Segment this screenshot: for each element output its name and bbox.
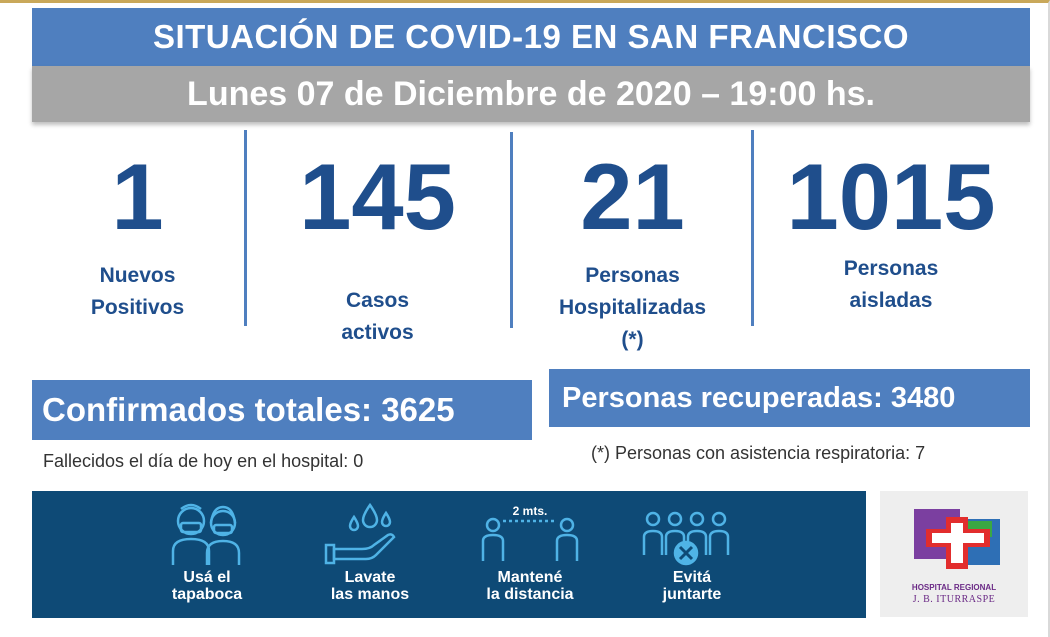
tip-label-line: Lavate — [344, 569, 396, 586]
hospital-cross-logo-icon — [914, 509, 1000, 569]
tip-mask: Usá el tapaboca — [127, 491, 287, 618]
isolated-count: 1015 — [786, 144, 996, 249]
label-line: Personas — [843, 257, 939, 280]
hand-washing-icon — [324, 502, 396, 565]
tip-label: Evitá juntarte — [612, 569, 772, 603]
tip-label: Usá el tapaboca — [127, 569, 287, 603]
column-divider — [244, 130, 247, 326]
isolated-label: Personas aisladas — [756, 253, 1026, 317]
label-line: Hospitalizadas — [558, 296, 707, 319]
label-line: aisladas — [849, 289, 933, 312]
distance-icon: 2 mts. — [481, 504, 579, 561]
tip-label: Lavate las manos — [290, 569, 450, 603]
label-line: Personas — [585, 264, 680, 287]
hospital-logo: HOSPITAL REGIONAL J. B. ITURRASPE — [880, 491, 1028, 617]
label-line: Positivos — [90, 296, 185, 319]
mask-people-icon — [171, 503, 241, 565]
deaths-note: Fallecidos el día de hoy en el hospital:… — [43, 451, 364, 471]
column-divider — [751, 130, 754, 326]
recovered-total-text: Personas recuperadas: 3480 — [562, 381, 956, 414]
label-line: Nuevos — [99, 264, 176, 287]
confirmed-total-box: Confirmados totales: 3625 — [32, 380, 532, 440]
tip-label-line: juntarte — [662, 586, 722, 603]
label-line: Casos — [345, 289, 410, 312]
tip-distance: 2 mts. Mantené la distancia — [450, 491, 610, 618]
hospitalized-count: 21 — [580, 144, 685, 249]
respiratory-note: (*) Personas con asistencia respiratoria… — [591, 443, 926, 463]
tip-no-gathering: Evitá juntarte — [612, 491, 772, 618]
tip-label-line: tapaboca — [171, 586, 243, 603]
tip-label-line: Usá el — [183, 569, 231, 586]
crowd-forbidden-icon — [642, 511, 730, 566]
label-line: (*) — [621, 328, 644, 351]
label-line: activos — [341, 321, 414, 344]
column-divider — [510, 132, 513, 328]
new-positives-count: 1 — [111, 144, 164, 249]
recovered-total-box: Personas recuperadas: 3480 — [549, 369, 1030, 427]
active-cases-label: Casos activos — [250, 285, 505, 349]
tip-label-line: Evitá — [672, 569, 712, 586]
tip-label-line: Mantené — [497, 569, 563, 586]
report-date: Lunes 07 de Diciembre de 2020 – 19:00 hs… — [32, 66, 1030, 122]
distance-label: 2 mts. — [513, 504, 548, 518]
tip-label-line: la distancia — [486, 586, 574, 603]
logo-text-line2: J. B. ITURRASPE — [912, 594, 996, 605]
active-cases-count: 145 — [299, 144, 456, 249]
tip-label-line: las manos — [330, 586, 410, 603]
hospitalized-label: Personas Hospitalizadas (*) — [515, 260, 750, 356]
logo-text-line1: HOSPITAL REGIONAL — [911, 583, 997, 592]
tip-wash-hands: Lavate las manos — [290, 491, 450, 618]
tip-label: Mantené la distancia — [450, 569, 610, 603]
confirmed-total-text: Confirmados totales: 3625 — [42, 391, 455, 428]
new-positives-label: Nuevos Positivos — [40, 260, 235, 324]
page-title: SITUACIÓN DE COVID-19 EN SAN FRANCISCO — [32, 8, 1030, 66]
prevention-banner: Usá el tapaboca Lavate las manos 2 mts. … — [32, 491, 866, 618]
